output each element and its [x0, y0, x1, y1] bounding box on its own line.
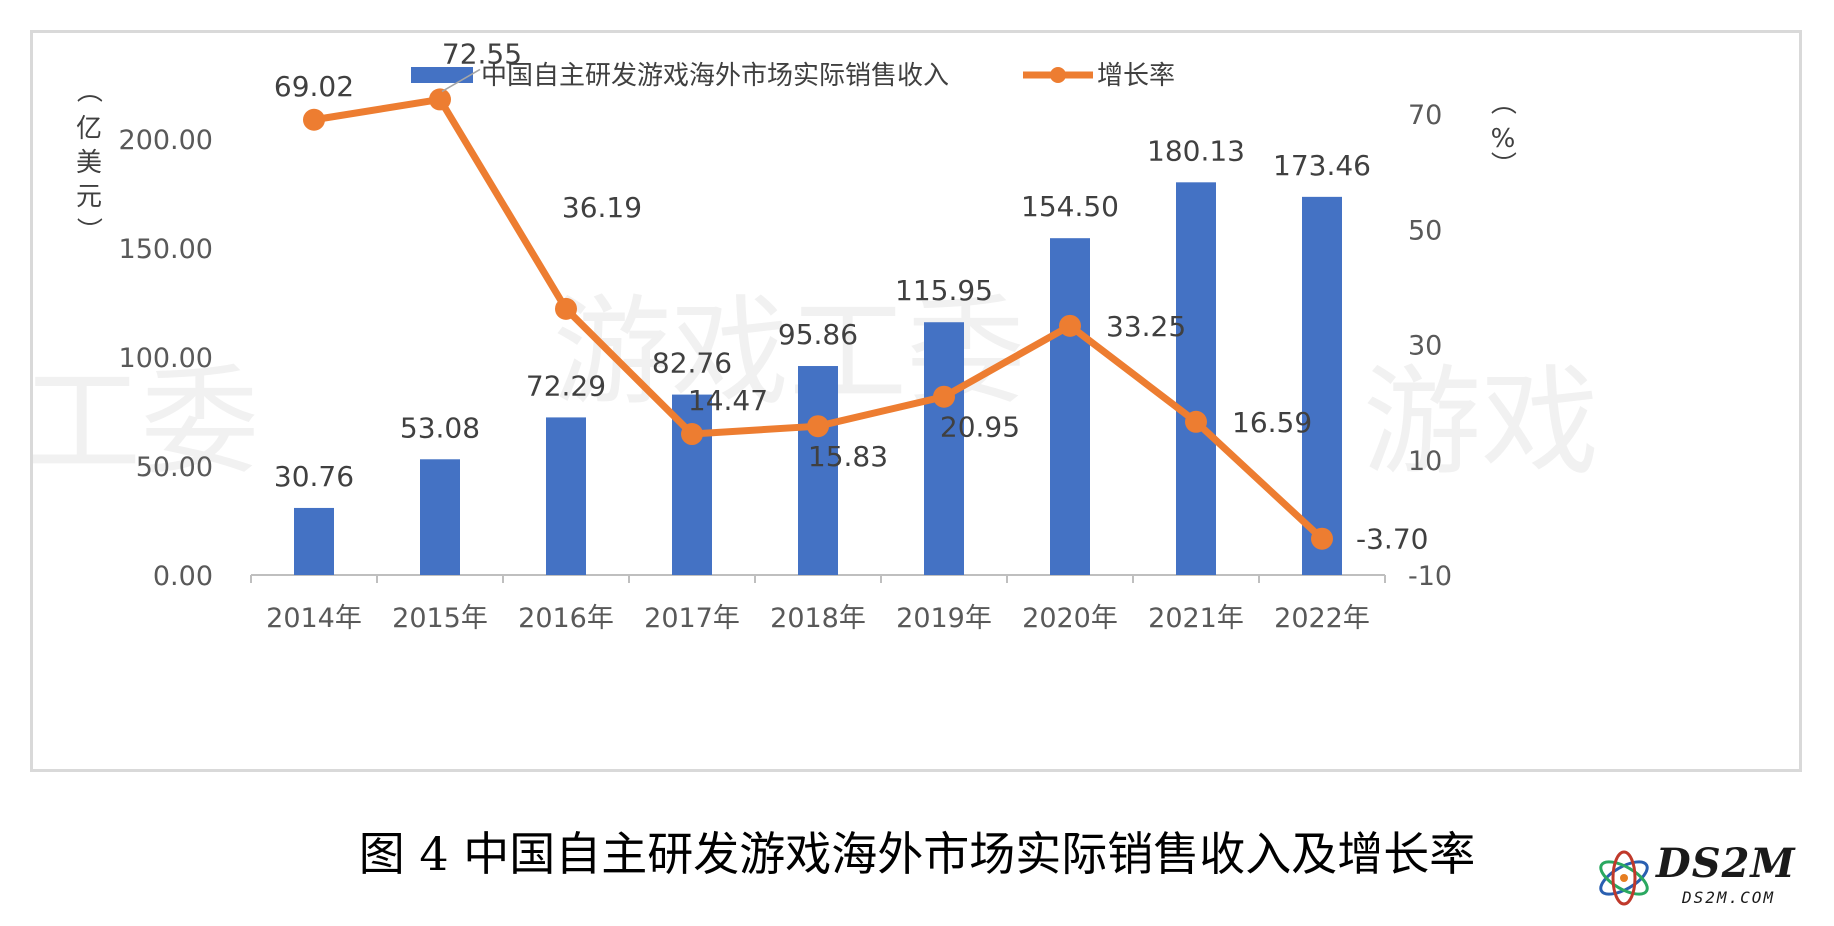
- bar-revenue: [420, 459, 460, 575]
- y-axis-right-title-char: %: [1491, 124, 1516, 154]
- watermark-text: 游戏: [1363, 353, 1599, 491]
- legend-bar-label: 中国自主研发游戏海外市场实际销售收入: [481, 61, 949, 91]
- legend-line-label: 增长率: [1097, 61, 1175, 91]
- watermark-text: 工委: [33, 353, 259, 491]
- y-axis-right-title-char: ）: [1487, 151, 1517, 177]
- data-label-leader-line: [441, 68, 481, 93]
- growth-rate-marker: [933, 385, 955, 408]
- y-right-tick-label: 70: [1408, 100, 1442, 131]
- growth-rate-data-label: 69.02: [274, 70, 354, 103]
- y-left-tick-label: 150.00: [119, 234, 213, 265]
- bar-revenue: [546, 417, 586, 575]
- y-right-tick-label: -10: [1408, 561, 1452, 592]
- growth-rate-marker: [681, 423, 703, 446]
- growth-rate-marker: [807, 415, 829, 438]
- y-axis-left-title-char: （: [73, 77, 103, 103]
- legend-line-marker: [1050, 67, 1066, 83]
- y-right-tick-label: 50: [1408, 215, 1442, 246]
- site-logo: DS2M DS2M.COM: [1594, 836, 1814, 916]
- bar-data-label: 30.76: [274, 460, 354, 493]
- growth-rate-marker: [1185, 410, 1207, 433]
- bar-data-label: 154.50: [1021, 190, 1119, 223]
- y-axis-right-title-char: （: [1487, 89, 1517, 115]
- atom-icon: [1599, 850, 1649, 906]
- growth-rate-data-label: 36.19: [562, 191, 642, 224]
- growth-rate-data-label: 15.83: [808, 440, 888, 473]
- bar-data-label: 95.86: [778, 318, 858, 351]
- x-tick-label: 2022年: [1274, 603, 1370, 634]
- growth-rate-data-label: 14.47: [688, 384, 768, 417]
- bar-data-label: 173.46: [1273, 149, 1371, 182]
- y-left-tick-label: 0.00: [153, 561, 213, 592]
- x-tick-label: 2015年: [392, 603, 488, 634]
- y-axis-left-title-char: 亿: [76, 114, 102, 144]
- growth-rate-marker: [429, 88, 451, 111]
- x-tick-label: 2014年: [266, 603, 362, 634]
- bar-revenue: [1050, 238, 1090, 575]
- bar-data-label: 180.13: [1147, 134, 1245, 167]
- logo-text: DS2M: [1656, 840, 1796, 887]
- bar-data-label: 72.29: [526, 369, 606, 402]
- bar-data-label: 53.08: [400, 411, 480, 444]
- y-right-tick-label: 30: [1408, 331, 1442, 362]
- bar-revenue: [294, 507, 334, 575]
- growth-rate-data-label: 72.55: [442, 37, 522, 70]
- bar-revenue: [798, 366, 838, 575]
- growth-rate-data-label: -3.70: [1356, 523, 1428, 556]
- bar-revenue: [1176, 182, 1216, 576]
- growth-rate-marker: [1059, 314, 1081, 337]
- bar-data-label: 82.76: [652, 347, 732, 380]
- growth-rate-data-label: 33.25: [1106, 310, 1186, 343]
- x-tick-label: 2017年: [644, 603, 740, 634]
- y-left-tick-label: 100.00: [119, 343, 213, 374]
- logo-subtext: DS2M.COM: [1682, 888, 1776, 907]
- bar-data-label: 115.95: [895, 274, 993, 307]
- growth-rate-marker: [1311, 527, 1333, 550]
- y-left-tick-label: 200.00: [119, 125, 213, 156]
- growth-rate-data-label: 20.95: [940, 411, 1020, 444]
- x-tick-label: 2016年: [518, 603, 614, 634]
- y-left-tick-label: 50.00: [136, 452, 213, 483]
- y-axis-left-title-char: 元: [76, 182, 102, 212]
- x-tick-label: 2019年: [896, 603, 992, 634]
- figure-caption: 图 4 中国自主研发游戏海外市场实际销售收入及增长率: [358, 827, 1476, 881]
- x-tick-label: 2020年: [1022, 603, 1118, 634]
- x-tick-label: 2021年: [1148, 603, 1244, 634]
- x-tick-label: 2018年: [770, 603, 866, 634]
- y-axis-left-title-char: 美: [76, 148, 102, 178]
- chart-frame: 游戏工委 工委 游戏 中国自主研发游戏海外市场实际销售收入 增长率（亿美元）（%） 0.0…: [30, 30, 1802, 772]
- growth-rate-marker: [303, 108, 325, 131]
- bar-revenue: [924, 322, 964, 575]
- y-axis-left-title-char: ）: [73, 217, 103, 243]
- growth-rate-marker: [555, 297, 577, 320]
- y-right-tick-label: 10: [1408, 446, 1442, 477]
- growth-rate-data-label: 16.59: [1232, 406, 1312, 439]
- bar-revenue: [1302, 196, 1342, 576]
- legend-bar-swatch: [411, 67, 473, 83]
